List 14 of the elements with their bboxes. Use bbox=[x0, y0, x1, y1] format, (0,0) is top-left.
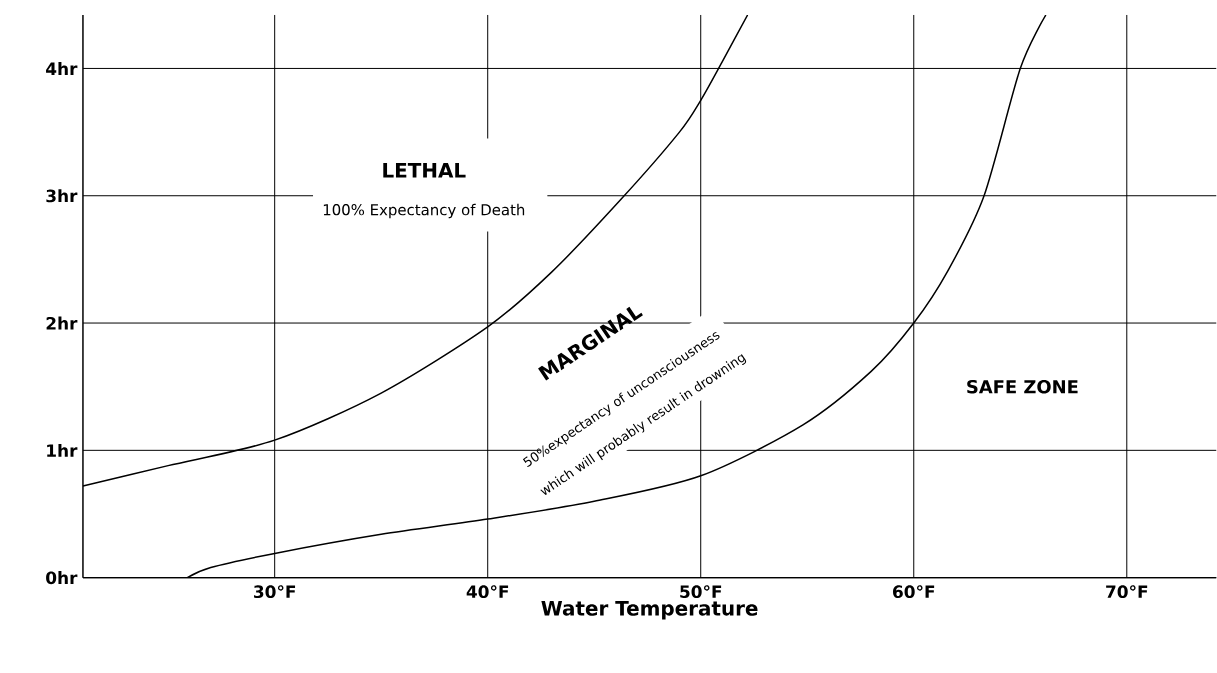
y-tick-label: 4hr bbox=[46, 62, 78, 76]
x-axis-title: Water Temperature bbox=[541, 601, 758, 620]
annotation: 100% Expectancy of Death bbox=[323, 204, 525, 219]
x-tick-label: 30°F bbox=[254, 585, 296, 599]
y-tick-label: 2hr bbox=[46, 316, 78, 330]
annotation: LETHAL bbox=[383, 163, 466, 178]
y-tick-label: 3hr bbox=[46, 189, 78, 203]
x-tick-label: 70°F bbox=[1106, 585, 1148, 599]
x-tick-label: 50°F bbox=[680, 585, 722, 599]
y-tick-label: 1hr bbox=[47, 444, 78, 457]
x-tick-label: 40°F bbox=[466, 585, 509, 599]
y-tick-label: 0hr bbox=[46, 571, 78, 585]
annotation: SAFE ZONE bbox=[967, 380, 1078, 394]
x-tick-label: 60°F bbox=[893, 585, 935, 599]
